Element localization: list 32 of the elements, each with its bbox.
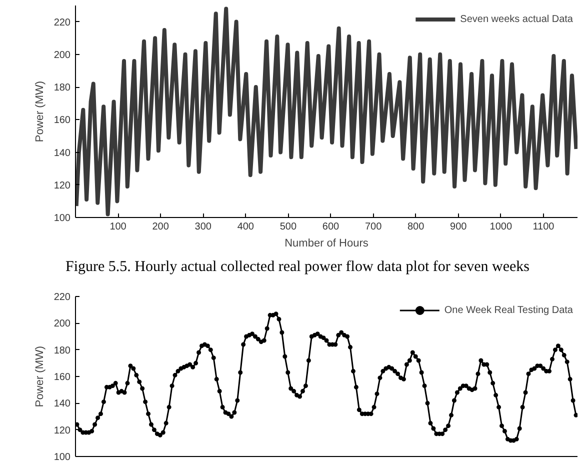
x-tick-label: 400 [237,222,254,232]
line-series [76,6,578,216]
y-tick-label: 120 [54,180,71,192]
x-tick-label: 500 [280,222,297,232]
y-tick-label: 220 [54,292,71,303]
y-tick-label: 140 [54,398,71,410]
legend-label: One Week Real Testing Data [444,304,573,316]
y-tick-label: 160 [54,115,71,126]
y-tick-label: 180 [54,345,71,356]
x-tick-label: 900 [450,222,468,232]
y-axis-title: Power (MW) [34,346,46,408]
x-tick-label: 200 [152,222,170,232]
y-tick-label: 200 [54,318,71,330]
legend-label: Seven weeks actual Data [460,14,573,24]
x-tick-label: 800 [407,222,425,232]
y-tick-label: 140 [54,148,71,159]
x-axis-title: Number of Hours [284,238,369,250]
x-tick-label: 100 [110,222,127,232]
x-tick-label: 700 [364,222,382,232]
x-tick-label: 1000 [490,222,512,232]
y-tick-label: 100 [54,213,71,224]
caption: Figure 5.5. Hourly actual collected real power flow data plot for seven weeks [65,258,530,277]
y-tick-label: 220 [54,17,71,28]
x-tick-label: 300 [194,222,212,232]
y-tick-label: 100 [54,452,71,463]
y-tick-label: 180 [54,82,71,94]
y-axis-title: Power (MW) [34,80,46,142]
y-tick-label: 120 [54,425,71,436]
y-tick-label: 160 [54,372,71,383]
y-tick-label: 200 [54,50,71,61]
x-tick-label: 1100 [532,222,555,232]
x-tick-label: 600 [322,222,340,232]
